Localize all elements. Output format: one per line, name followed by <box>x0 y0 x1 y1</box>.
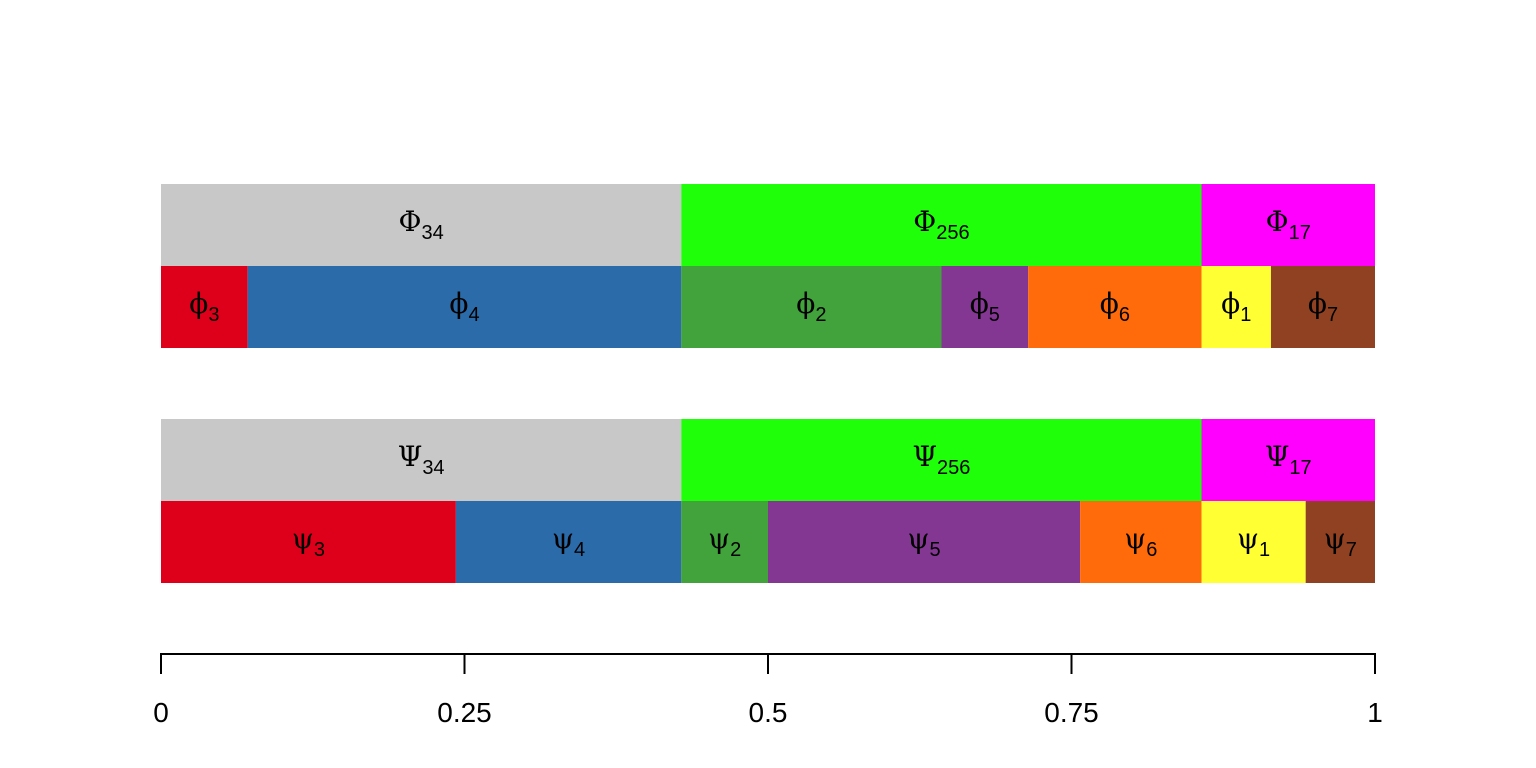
segment-label-0-1-0: ϕ3 <box>189 287 219 326</box>
segment-label-0-1-4: ϕ6 <box>1100 287 1130 326</box>
segment-1-1-2 <box>681 501 768 583</box>
segment-0-1-0 <box>161 266 248 348</box>
segment-1-1-1 <box>455 501 682 583</box>
segment-label-0-1-2: ϕ2 <box>796 287 826 326</box>
segment-label-1-0-0: Ψ34 <box>398 440 445 479</box>
segment-label-0-0-1: Φ256 <box>913 205 969 244</box>
segment-label-0-1-6: ϕ7 <box>1308 287 1338 326</box>
segment-1-1-6 <box>1305 501 1375 583</box>
segment-0-0-2 <box>1201 184 1375 266</box>
axis-tick-label-3: 0.75 <box>1044 697 1099 728</box>
segment-0-0-1 <box>681 184 1202 266</box>
x-axis: 0 0.25 0.5 0.75 1 <box>153 653 1383 728</box>
segment-1-0-0 <box>161 419 682 501</box>
axis-tick-label-1: 0.25 <box>437 697 492 728</box>
segment-0-1-3 <box>941 266 1029 348</box>
segment-0-0-0 <box>161 184 682 266</box>
segment-label-1-1-3: ψ5 <box>908 522 941 561</box>
segment-label-1-1-6: ψ7 <box>1324 522 1357 561</box>
segment-1-1-0 <box>161 501 456 583</box>
segment-label-1-1-1: ψ4 <box>552 522 585 561</box>
segment-0-1-1 <box>247 266 682 348</box>
axis-tick-label-0: 0 <box>153 697 169 728</box>
segment-label-1-1-0: ψ3 <box>292 522 325 561</box>
segment-1-1-4 <box>1080 501 1202 583</box>
segment-label-0-0-0: Φ34 <box>399 205 444 244</box>
segment-1-0-2 <box>1201 419 1375 501</box>
segment-0-1-6 <box>1270 266 1375 348</box>
segment-label-0-1-5: ϕ1 <box>1221 287 1251 326</box>
segment-0-1-5 <box>1201 266 1271 348</box>
segment-0-1-2 <box>681 266 942 348</box>
segment-label-0-1-1: ϕ4 <box>449 287 479 326</box>
axis-tick-label-2: 0.5 <box>749 697 788 728</box>
segment-0-1-4 <box>1028 266 1202 348</box>
segment-label-1-0-1: Ψ256 <box>912 440 970 479</box>
bars-layer: Φ34 Φ256 Φ17 ϕ3 ϕ4 ϕ2 ϕ5 ϕ6 ϕ1 ϕ7 Ψ34 Ψ256 Ψ17 ψ3 ψ4 ψ2… <box>161 184 1375 583</box>
segment-1-1-5 <box>1201 501 1306 583</box>
segment-label-1-0-2: Ψ17 <box>1265 440 1312 479</box>
segment-1-0-1 <box>681 419 1202 501</box>
segment-1-1-3 <box>768 501 1081 583</box>
segment-label-1-1-4: ψ6 <box>1124 522 1157 561</box>
segment-label-0-1-3: ϕ5 <box>970 287 1000 326</box>
segment-label-0-0-2: Φ17 <box>1266 205 1311 244</box>
segment-label-1-1-2: ψ2 <box>708 522 741 561</box>
axis-tick-label-4: 1 <box>1367 697 1383 728</box>
segment-label-1-1-5: ψ1 <box>1237 522 1270 561</box>
